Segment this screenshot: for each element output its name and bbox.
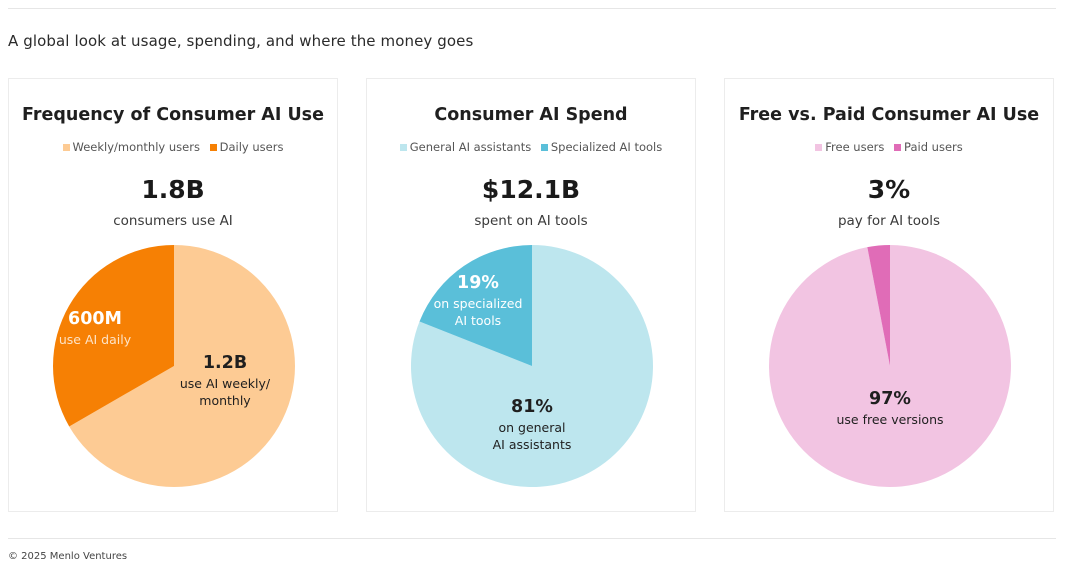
chart-title: Free vs. Paid Consumer AI Use: [738, 105, 1040, 125]
headline-value: 3%: [867, 175, 911, 204]
slice-text: AI assistants: [492, 437, 572, 452]
legend-label: Specialized AI tools: [550, 140, 663, 154]
slice-text: AI tools: [454, 313, 502, 328]
pie-slice-specialized-ai-tools: [419, 245, 532, 366]
headline-caption: spent on AI tools: [474, 213, 588, 229]
slice-label-weekly-monthly: 1.2B use AI weekly/ monthly: [165, 351, 285, 409]
page-subtitle: A global look at usage, spending, and wh…: [8, 32, 474, 50]
copyright-footer: © 2025 Menlo Ventures: [8, 551, 128, 562]
legend-swatch: [399, 144, 407, 151]
slice-label-general: 81% on general AI assistants: [472, 395, 592, 453]
legend-item-paid: Paid users: [894, 140, 963, 154]
legend-label: General AI assistants: [409, 140, 532, 154]
pie-chart: [53, 245, 295, 487]
slice-value: 600M: [68, 309, 122, 329]
legend-item-daily: Daily users: [209, 140, 284, 154]
legend-item-specialized: Specialized AI tools: [540, 140, 663, 154]
slice-label-specialized: 19% on specialized AI tools: [423, 271, 533, 329]
legend-item-weekly-monthly: Weekly/monthly users: [62, 140, 200, 154]
slice-text: use AI weekly/: [179, 376, 271, 391]
legend-swatch: [815, 144, 823, 151]
headline-value: $12.1B: [481, 175, 581, 204]
chart-title: Frequency of Consumer AI Use: [22, 105, 324, 125]
pie-slice-paid-users: [867, 245, 890, 366]
pie-slice-daily-users: [53, 245, 174, 427]
free-paid-chart-card: Free vs. Paid Consumer AI Use Free users…: [724, 78, 1054, 512]
legend-swatch: [62, 144, 70, 151]
slice-text: on general: [498, 420, 566, 435]
legend-swatch: [209, 144, 217, 151]
chart-legend: General AI assistants Specialized AI too…: [367, 140, 695, 154]
slice-value: 19%: [457, 273, 499, 293]
legend-item-general: General AI assistants: [399, 140, 532, 154]
slice-value: 81%: [511, 397, 553, 417]
slice-label-daily: 600M use AI daily: [45, 307, 145, 348]
legend-swatch: [540, 144, 548, 151]
chart-legend: Weekly/monthly users Daily users: [9, 140, 337, 154]
legend-label: Daily users: [219, 140, 284, 154]
chart-title: Consumer AI Spend: [434, 105, 628, 125]
chart-legend: Free users Paid users: [725, 140, 1053, 154]
slice-value: 1.2B: [202, 353, 248, 373]
slice-text: monthly: [199, 393, 251, 408]
slice-text: on specialized: [433, 296, 523, 311]
legend-swatch: [894, 144, 902, 151]
pie-chart: [411, 245, 653, 487]
pie-chart: [769, 245, 1012, 487]
spend-chart-card: Consumer AI Spend General AI assistants …: [366, 78, 696, 512]
legend-label: Free users: [825, 140, 885, 154]
slice-text: use free versions: [836, 412, 944, 427]
bottom-divider: [8, 538, 1056, 539]
legend-label: Paid users: [904, 140, 963, 154]
legend-label: Weekly/monthly users: [72, 140, 200, 154]
frequency-chart-card: Frequency of Consumer AI Use Weekly/mont…: [8, 78, 338, 512]
pie-slice-weekly-monthly-users: [69, 245, 295, 487]
slice-value: 97%: [869, 389, 911, 409]
slice-text: use AI daily: [58, 332, 132, 347]
headline-value: 1.8B: [141, 175, 205, 204]
top-divider: [8, 8, 1056, 9]
headline-caption: pay for AI tools: [837, 213, 941, 229]
legend-item-free: Free users: [815, 140, 884, 154]
pie-slice-free-users: [769, 245, 1012, 487]
slice-label-free: 97% use free versions: [825, 387, 955, 428]
headline-caption: consumers use AI: [113, 213, 233, 229]
